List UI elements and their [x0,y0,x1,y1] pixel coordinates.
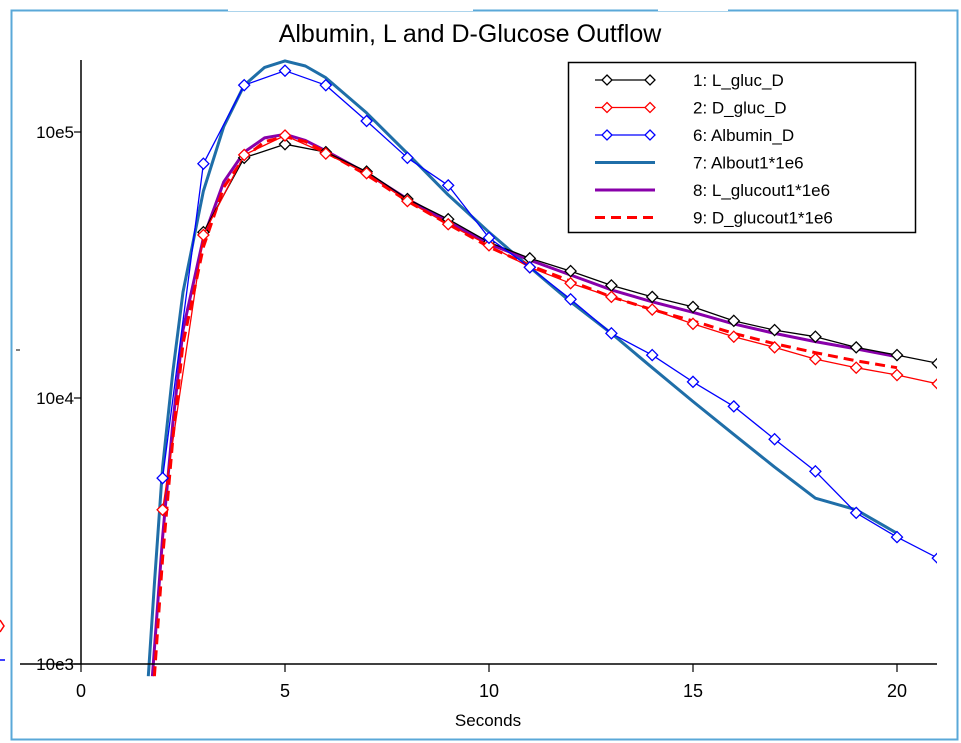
data-point [360,166,374,180]
x-tick-label: 20 [887,681,907,701]
data-point [523,260,537,274]
data-point [645,303,659,316]
data-point [686,317,700,331]
data-point [482,231,496,245]
data-point [196,157,210,171]
series-line [161,70,937,559]
legend-marker [644,101,656,114]
data-point [604,290,618,304]
legend-label: 9: D_glucout1*1e6 [693,209,833,228]
data-point [156,503,170,517]
data-point [849,361,863,375]
data-point [727,330,741,344]
data-point [645,290,659,304]
data-point [849,506,863,520]
series-line [152,135,898,677]
legend-box [567,61,917,234]
legend-marker [644,74,656,86]
data-point [441,217,455,231]
y-tick-label: 10e3 [36,655,74,674]
legend-marker [601,129,613,141]
data-point [727,314,741,328]
data-point [278,64,292,78]
data-point [278,137,292,151]
data-point [564,292,578,306]
data-point [400,194,414,208]
data-point [482,238,496,252]
chart-title: Albumin, L and D-Glucose Outflow [279,20,663,48]
data-point [319,78,333,92]
top-tab-left [228,5,473,11]
x-tick-label: 0 [76,681,86,701]
legend-label: 6: Albumin_D [693,126,794,145]
data-point [808,464,822,478]
data-point [849,340,863,354]
legend-label: 7: Albout1*1e6 [693,154,804,173]
data-point [237,148,251,162]
data-point [768,432,782,446]
data-point [156,471,170,485]
data-point [808,352,822,366]
data-point [931,552,937,564]
y-tick-label: 10e4 [36,389,74,408]
legend-marker [601,101,613,114]
series-layer [146,59,937,677]
data-point [319,147,333,160]
data-point [768,323,782,337]
data-point [890,368,904,382]
data-point [645,348,659,362]
data-point [727,399,741,413]
data-point [564,264,578,278]
data-point [360,114,374,128]
data-point [564,276,578,290]
x-tick-label: 15 [683,681,703,701]
legend-label: 8: L_glucout1*1e6 [693,181,830,200]
x-axis-label: Seconds [455,711,521,730]
x-tick-label: 5 [280,681,290,701]
data-point [278,129,292,142]
data-point [441,178,455,192]
x-tick-label: 10 [479,681,499,701]
y-tick-label: 10e5 [36,123,74,142]
legend-label: 2: D_gluc_D [693,99,787,118]
data-point [196,228,210,242]
data-point [890,348,904,362]
series-line [146,59,898,677]
data-point [931,357,937,369]
legend-label: 1: L_gluc_D [693,71,784,90]
data-point [768,340,782,354]
legend: 1: L_gluc_D 2: D_gluc_D 6: Albumin_D 7: Alb… [567,61,917,234]
data-point [237,78,251,92]
legend-marker [601,74,613,86]
data-point [890,530,904,544]
data-point [686,375,700,389]
legend-marker [644,129,656,141]
data-point [931,378,937,390]
data-point [604,326,618,340]
series-line [161,134,937,510]
data-point [686,300,700,314]
ticks-layer: 0 5 10 15 20 10e3 10e4 10e5 [36,123,907,701]
offscreen-marker-red [0,619,5,633]
data-point [808,330,822,344]
top-tab-right [658,5,728,11]
data-point [400,151,414,165]
